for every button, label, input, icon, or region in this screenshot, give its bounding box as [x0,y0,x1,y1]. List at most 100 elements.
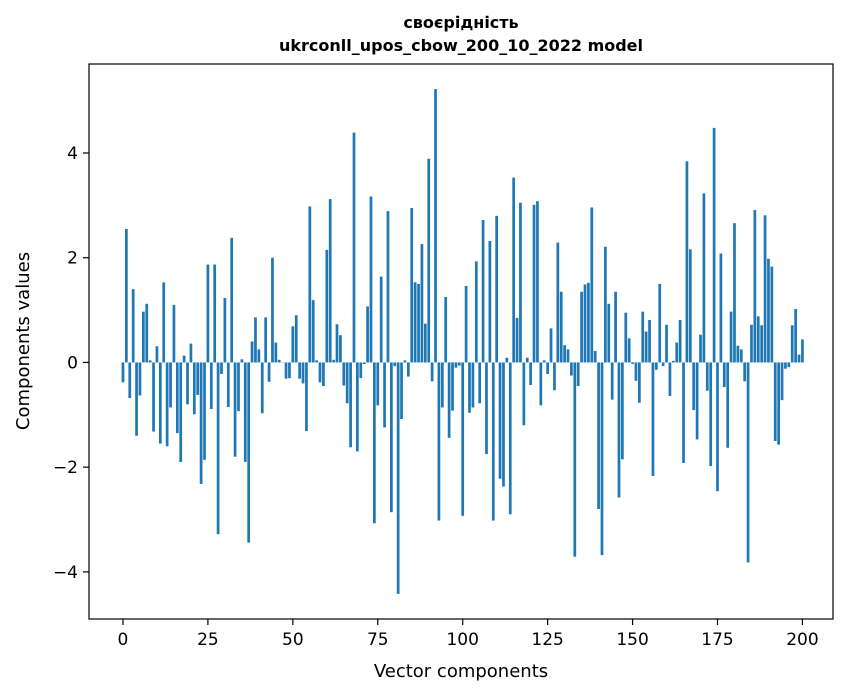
bar [525,357,529,363]
bar [610,362,614,400]
bar [298,362,301,379]
x-tick-label: 175 [701,630,733,650]
bar [192,362,196,415]
bar [152,362,155,432]
chart-title-line2: ukrconll_upos_cbow_200_10_2022 model [279,36,643,55]
bar [495,215,499,363]
bar [739,349,743,363]
bar [532,204,536,363]
bar [570,362,573,376]
bar [332,359,335,363]
y-tick-label: −2 [53,458,78,478]
bar [383,362,386,428]
bar [376,362,380,406]
bar [447,362,451,438]
bar [182,355,186,363]
bar [556,242,560,363]
bar [621,362,624,460]
x-tick-label: 50 [282,630,304,650]
bar [797,354,801,363]
bar [267,362,271,382]
bar [573,362,577,557]
bar [583,284,587,363]
bar [175,362,179,434]
bar [403,360,407,363]
bar [485,362,488,455]
bar [654,362,658,370]
bar [335,324,339,363]
bar [702,193,706,363]
bar [315,360,318,363]
bar [349,362,352,448]
bar [617,362,621,498]
bar [580,291,583,363]
bar [750,324,753,363]
bar [566,349,570,363]
bar [671,360,675,363]
bar [179,362,183,462]
bar [638,362,641,403]
x-tick-label: 200 [786,630,818,650]
x-tick-label: 125 [531,630,563,650]
bar [451,362,454,411]
bar [250,341,254,363]
bar [121,362,125,383]
bar [600,362,604,556]
bar [481,220,485,363]
bar [505,357,509,363]
bar [549,328,553,363]
bar [437,362,441,521]
chart-title-line1: своєрідність [403,13,518,32]
bar [233,362,237,457]
bar [284,362,288,379]
bar [260,362,264,414]
y-axis-label: Components values [13,252,34,430]
bar [216,362,220,535]
bar [685,161,689,363]
bar [291,326,295,363]
bar [294,315,298,363]
bar [576,362,580,386]
bar [773,362,777,441]
bar [587,282,590,363]
bar [196,362,200,395]
bar [423,323,427,363]
bar [393,362,397,367]
bar [471,362,475,408]
bar [604,246,607,363]
bar [678,320,682,363]
bar [624,312,628,363]
bar [522,362,526,426]
bar [668,362,672,396]
bar [515,317,519,363]
bar [675,342,679,363]
bars-group [121,89,804,594]
bar [430,362,434,382]
bar [801,339,804,363]
bar [342,362,346,386]
bar [498,362,502,479]
bar [213,264,217,363]
bar [440,362,444,408]
bar [138,362,142,396]
bar [220,362,223,374]
bar [131,289,135,363]
bar [189,343,193,363]
bar [264,317,268,363]
bar [308,206,312,363]
bar [722,362,726,388]
bar [546,362,549,374]
bar [420,244,424,363]
bar [305,362,308,432]
bar [162,282,166,363]
bar [366,306,369,363]
bar [474,261,478,363]
bar [651,362,655,477]
bar [705,362,709,391]
bar [206,264,210,363]
bar [386,211,390,363]
bar [756,316,760,363]
bar [359,362,363,379]
bar [322,362,325,386]
bar [254,317,257,363]
